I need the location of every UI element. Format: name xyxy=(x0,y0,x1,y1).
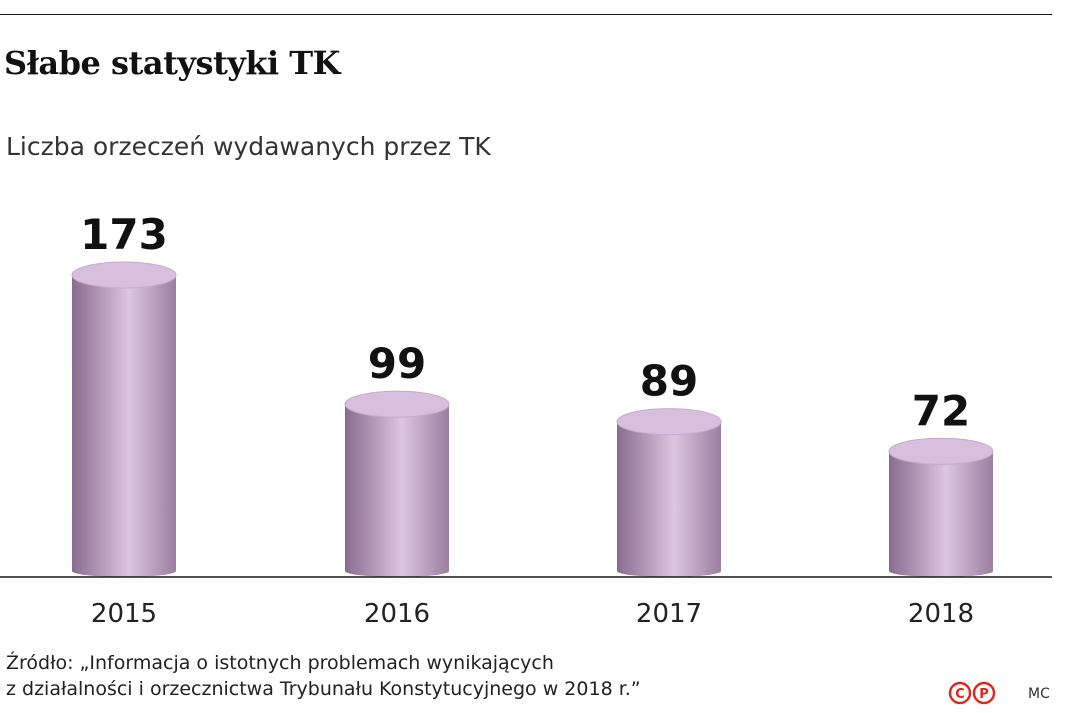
top-rule xyxy=(0,14,1052,15)
bar-top-2017 xyxy=(616,408,722,436)
bar-top-2018 xyxy=(888,437,994,465)
bar-chart: 173 2015 99 2016 89 2017 72 2018 xyxy=(0,210,1052,629)
source-line-2: z działalności i orzecznictwa Trybunału … xyxy=(6,678,641,700)
source-note: Źródło: „Informacja o istotnych problema… xyxy=(6,650,641,702)
bar-2017 xyxy=(617,421,721,577)
value-label-2016: 99 xyxy=(368,339,426,388)
tick-label-2016: 2016 xyxy=(364,599,430,629)
tick-label-2015: 2015 xyxy=(91,599,157,629)
value-label-2018: 72 xyxy=(912,386,970,435)
value-label-2017: 89 xyxy=(640,357,698,406)
cp-logo-letter-c: C xyxy=(955,687,965,702)
bar-top-2016 xyxy=(344,390,450,418)
value-label-2015: 173 xyxy=(80,210,168,259)
tick-label-2018: 2018 xyxy=(908,599,974,629)
cp-logo-icon: C P xyxy=(948,681,996,705)
chart-subtitle: Liczba orzeczeń wydawanych przez TK xyxy=(6,132,491,161)
bar-2015 xyxy=(72,275,176,577)
bar-2018 xyxy=(889,451,993,577)
bar-top-2015 xyxy=(71,261,177,289)
chart-title: Słabe statystyki TK xyxy=(4,44,340,82)
source-line-1: Źródło: „Informacja o istotnych problema… xyxy=(6,652,554,674)
bars-group: 173 2015 99 2016 89 2017 72 2018 xyxy=(71,210,994,629)
cp-logo-letter-p: P xyxy=(979,687,989,702)
tick-label-2017: 2017 xyxy=(636,599,702,629)
author-initials: MC xyxy=(1028,686,1050,702)
bar-2016 xyxy=(345,404,449,577)
